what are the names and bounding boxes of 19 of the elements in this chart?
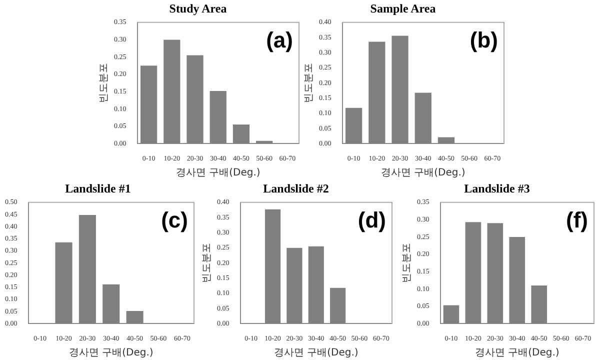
chart-title: Landslide #2: [263, 181, 329, 196]
x-axis-title: 경사면 구배(Deg.): [274, 348, 358, 359]
y-axis-title: 빈도분포: [402, 243, 413, 283]
annotation: (b): [470, 27, 498, 52]
chart-title: Landslide #3: [464, 181, 530, 196]
chart-title: Landslide #1: [65, 181, 131, 196]
y-axis-title: 빈도분포: [304, 63, 315, 103]
x-axis-title: 경사면 구배(Deg.): [176, 168, 260, 179]
annotation: (a): [266, 27, 293, 52]
y-axis-title: 빈도분포: [202, 243, 213, 283]
chart-title: Study Area: [169, 1, 227, 16]
annotation: (d): [358, 207, 386, 232]
x-axis-title: 경사면 구배(Deg.): [68, 348, 154, 359]
x-axis-title: 경사면 구배(Deg.): [474, 348, 560, 359]
x-axis-title: 경사면 구배(Deg.): [380, 168, 466, 179]
chart-title: Sample Area: [370, 1, 436, 16]
y-axis-title: 빈도분포: [98, 63, 110, 103]
annotation: (f): [566, 207, 588, 232]
annotation: (c): [161, 207, 188, 232]
